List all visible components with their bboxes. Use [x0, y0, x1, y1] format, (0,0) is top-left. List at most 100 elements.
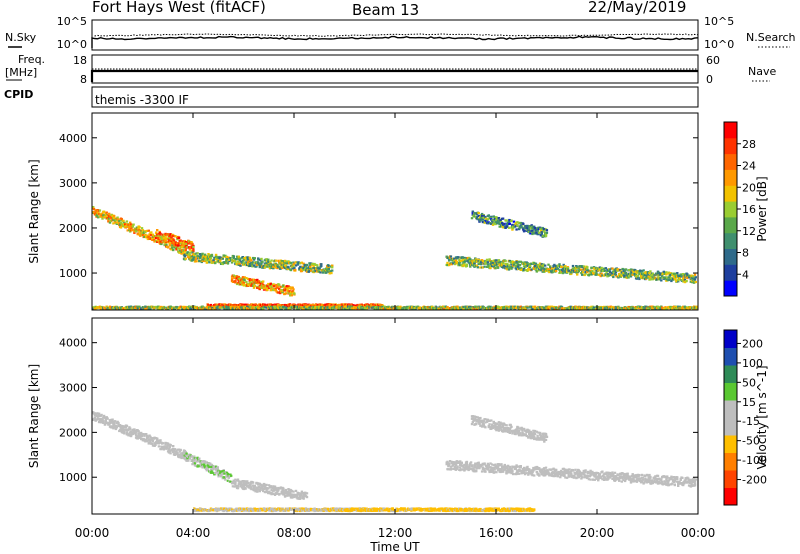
power-cell: [329, 270, 332, 273]
power-cell: [218, 256, 221, 259]
power-cell: [230, 258, 234, 261]
power-cell: [318, 303, 321, 306]
power-cell: [189, 307, 192, 310]
power-cell: [273, 283, 276, 286]
velocity-cell: [188, 456, 192, 459]
velocity-cell: [134, 434, 138, 437]
power-cell: [196, 252, 199, 255]
velocity-cell: [173, 448, 176, 451]
velocity-cell: [212, 468, 215, 471]
power-cell: [101, 215, 104, 218]
power-colorbar-swatch: [724, 122, 737, 139]
power-cell: [141, 233, 145, 237]
power-cell: [274, 262, 277, 265]
power-cell: [639, 276, 643, 279]
power-cell: [507, 264, 511, 267]
power-cell: [543, 230, 546, 233]
power-cell: [264, 265, 267, 268]
power-cell: [253, 284, 256, 287]
power-cell: [649, 270, 652, 273]
power-cell: [246, 277, 250, 280]
power-cell: [108, 305, 112, 308]
power-cell: [363, 305, 367, 309]
power-cell: [618, 273, 621, 276]
velocity-cell: [121, 430, 124, 433]
power-cell: [172, 235, 175, 238]
power-cell: [677, 274, 680, 277]
power-cell: [602, 269, 605, 273]
velocity-cell: [141, 439, 145, 442]
velocity-cell: [113, 420, 117, 423]
power-cell: [243, 276, 246, 279]
power-cell: [481, 266, 485, 269]
power-cell: [506, 225, 509, 228]
power-cell: [275, 307, 278, 310]
velocity-cell: [230, 474, 233, 477]
power-cell: [245, 280, 248, 283]
power-cell: [272, 289, 275, 292]
power-cell: [222, 254, 225, 257]
power-cell: [499, 307, 502, 311]
power-cell: [608, 270, 612, 273]
power-cell: [194, 257, 198, 260]
velocity-cell: [177, 453, 181, 456]
velocity-cell: [225, 475, 228, 478]
power-cell: [663, 272, 666, 275]
velocity-cell: [222, 470, 225, 473]
power-cell: [671, 307, 674, 310]
power-cell: [494, 267, 497, 270]
velocity-cell: [241, 480, 245, 483]
power-cell: [266, 287, 269, 290]
velocity-cell: [127, 429, 130, 432]
power-cell: [301, 265, 304, 268]
power-cell: [645, 271, 648, 274]
power-cell: [239, 283, 242, 286]
velocity-cell: [198, 457, 201, 460]
power-cell: [259, 283, 262, 286]
power-cell: [221, 262, 224, 266]
power-cell: [667, 278, 671, 281]
power-cell: [254, 280, 257, 283]
power-cell: [104, 213, 107, 216]
power-cell: [667, 305, 671, 309]
velocity-cell: [198, 459, 201, 463]
power-cell: [677, 305, 680, 308]
power-cell: [107, 213, 110, 217]
power-cell: [675, 279, 678, 283]
power-cell: [145, 306, 148, 309]
power-cell: [543, 270, 546, 273]
power-cell: [634, 269, 637, 272]
power-cell: [525, 264, 528, 267]
power-cell: [476, 306, 479, 309]
power-cell: [627, 276, 630, 279]
power-cell: [489, 305, 492, 308]
power-cell: [622, 268, 625, 271]
power-cell: [614, 273, 618, 277]
power-cell: [471, 210, 474, 213]
power-cell: [100, 214, 103, 217]
velocity-cell: [142, 437, 145, 440]
velocity-cell: [166, 444, 170, 447]
power-cell: [537, 263, 540, 266]
power-cell: [189, 242, 192, 245]
nave-tick-label: 0: [706, 73, 713, 86]
velocity-cell: [110, 421, 113, 424]
power-cell: [308, 270, 311, 273]
power-cell: [187, 251, 190, 254]
power-cell: [142, 231, 145, 234]
power-cell: [230, 261, 234, 264]
nsky-tick-label: 10^5: [57, 15, 87, 28]
power-cell: [564, 266, 567, 269]
power-colorbar-tick-label: 20: [742, 181, 756, 194]
power-cell: [517, 265, 520, 268]
date-label: 22/May/2019: [588, 0, 687, 16]
power-cell: [479, 307, 482, 310]
power-cell: [577, 269, 580, 273]
power-cell: [174, 247, 177, 250]
power-cell: [178, 247, 182, 250]
power-cell: [265, 286, 268, 289]
power-cell: [230, 277, 234, 280]
power-cell: [242, 281, 246, 285]
power-cell: [161, 238, 164, 241]
power-cell: [129, 227, 133, 230]
